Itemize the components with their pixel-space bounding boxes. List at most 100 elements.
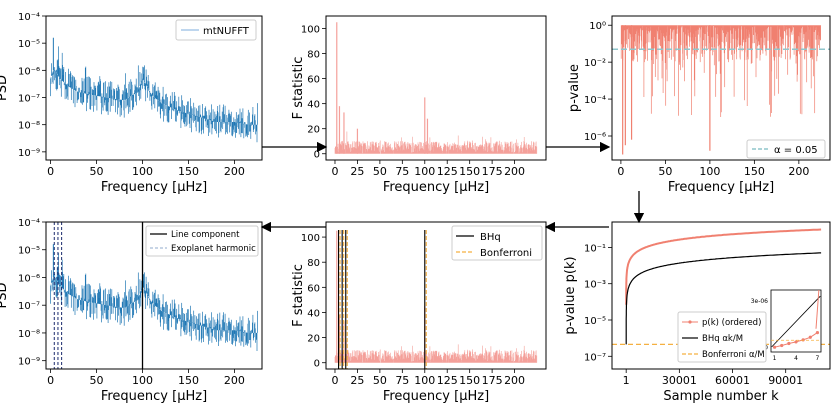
legend-box bbox=[451, 225, 543, 261]
x-tick-label: 125 bbox=[437, 165, 458, 178]
y-tick-label: 10⁻⁷ bbox=[18, 301, 40, 312]
legend-marker bbox=[688, 320, 692, 324]
plot-area-psd_top bbox=[50, 37, 258, 143]
x-tick-label: 60001 bbox=[715, 374, 750, 387]
panel-psd_bottom: 0 50 100 150 200 10⁻⁹ 10⁻⁸ 10⁻⁷ 10⁻⁶ 10⁻⁵ 10⁻⁴ Freq… bbox=[0, 218, 263, 404]
legend: Line component Exoplanet harmonic bbox=[145, 225, 259, 257]
x-tick-label: 200 bbox=[504, 374, 525, 387]
y-tick-label: 20 bbox=[307, 334, 320, 345]
x-axis-label: Sample number k bbox=[663, 389, 779, 404]
pvalue-series bbox=[620, 25, 822, 117]
y-tick-label: 20 bbox=[307, 125, 320, 136]
inset-x-tick-label: 4 bbox=[794, 355, 798, 362]
axes-frame bbox=[325, 15, 547, 161]
legend-box bbox=[145, 225, 259, 257]
x-tick-label: 0 bbox=[331, 165, 338, 178]
inset-pk-rise bbox=[815, 289, 820, 329]
y-tick-label: 10⁻⁶ bbox=[18, 273, 40, 284]
y-tick-label: 10⁻⁷ bbox=[18, 94, 40, 105]
x-tick-label: 150 bbox=[459, 165, 480, 178]
x-tick-label: 0 bbox=[47, 165, 54, 178]
plot-area-fstat_bottom bbox=[334, 230, 538, 369]
y-tick-label: 40 bbox=[307, 100, 320, 111]
y-tick-label: 10⁻² bbox=[584, 58, 606, 69]
legend-label: Exoplanet harmonic bbox=[171, 244, 256, 254]
panel-psd_top: 0 50 100 150 200 10⁻⁹ 10⁻⁸ 10⁻⁷ 10⁻⁶ 10⁻⁵ 10⁻⁴ Freq… bbox=[0, 12, 263, 195]
y-tick-label: 10⁻⁹ bbox=[18, 148, 40, 159]
y-tick-label: 100 bbox=[301, 233, 320, 244]
plot-area-pvalue_top bbox=[612, 25, 830, 155]
legend-label: BHq αk/M bbox=[702, 334, 743, 344]
x-tick-label: 75 bbox=[395, 374, 409, 387]
x-tick-label: 0 bbox=[617, 165, 624, 178]
y-tick-label: 0 bbox=[314, 150, 320, 161]
y-tick-label: 10⁻⁸ bbox=[18, 329, 40, 340]
x-tick-label: 200 bbox=[224, 165, 245, 178]
legend-label: α = 0.05 bbox=[774, 145, 818, 156]
y-tick-label: 10⁻⁷ bbox=[584, 352, 606, 363]
y-tick-label: 10⁻⁴ bbox=[18, 218, 40, 229]
inset-point bbox=[808, 335, 812, 339]
y-tick-label: 10⁻⁶ bbox=[584, 132, 606, 143]
bhq-series bbox=[625, 252, 822, 345]
x-tick-label: 0 bbox=[47, 374, 54, 387]
legend-label: mtNUFFT bbox=[203, 26, 250, 37]
legend-label: Bonferroni bbox=[480, 248, 532, 259]
panel-pvalue_sorted: 1 30001 60001 90001 10⁻¹ 10⁻³ 10⁻⁵ 10⁻⁷ Sample n… bbox=[563, 221, 831, 404]
y-tick-label: 100 bbox=[301, 25, 320, 36]
y-tick-label: 10⁻¹ bbox=[584, 243, 606, 254]
plot-area-psd_bottom bbox=[50, 222, 258, 369]
x-tick-label: 25 bbox=[350, 374, 364, 387]
x-tick-label: 30001 bbox=[662, 374, 697, 387]
x-tick-label: 1 bbox=[623, 374, 630, 387]
x-tick-label: 150 bbox=[178, 165, 199, 178]
y-tick-label: 40 bbox=[307, 308, 320, 319]
y-axis-label: PSD bbox=[0, 75, 10, 101]
legend-label: BHq bbox=[480, 232, 501, 243]
y-axis-label: p-value p(k) bbox=[563, 256, 578, 334]
y-axis-label: F statistic bbox=[291, 57, 306, 120]
y-tick-label: 10⁻⁵ bbox=[584, 316, 606, 327]
legend: BHq Bonferroni bbox=[451, 225, 543, 261]
x-tick-label: 50 bbox=[658, 165, 672, 178]
plot-area-fstat_top bbox=[334, 22, 538, 154]
y-tick-label: 10⁻⁴ bbox=[584, 95, 606, 106]
x-tick-label: 50 bbox=[373, 165, 387, 178]
x-tick-label: 125 bbox=[437, 374, 458, 387]
y-axis-label: p-value bbox=[567, 64, 582, 112]
panel-pvalue_top: 0 50 100 150 200 10⁰ 10⁻² 10⁻⁴ 10⁻⁶ Frequency [μH… bbox=[567, 15, 831, 195]
x-tick-label: 175 bbox=[482, 374, 503, 387]
x-tick-label: 200 bbox=[224, 374, 245, 387]
y-tick-label: 10⁻⁴ bbox=[18, 12, 40, 23]
y-tick-label: 10⁻⁵ bbox=[18, 39, 40, 50]
inset-point bbox=[780, 343, 784, 348]
flow-arrows bbox=[260, 141, 645, 233]
x-axis-label: Frequency [μHz] bbox=[101, 389, 207, 404]
x-axis-label: Frequency [μHz] bbox=[668, 180, 774, 195]
legend-label: Line component bbox=[171, 230, 240, 240]
x-tick-label: 100 bbox=[132, 374, 153, 387]
legend: mtNUFFT bbox=[175, 19, 257, 41]
x-tick-label: 25 bbox=[350, 165, 364, 178]
inset-point bbox=[772, 345, 777, 349]
x-tick-label: 100 bbox=[414, 374, 435, 387]
y-tick-label: 10⁻³ bbox=[584, 280, 606, 291]
x-tick-label: 150 bbox=[178, 374, 199, 387]
panel-fstat_bottom: 0 25 50 75 100 125 150 175 200020406080100Freque… bbox=[291, 221, 547, 404]
y-axis-label: PSD bbox=[0, 282, 10, 308]
inset-y-tick-label: 3e-06 bbox=[751, 298, 768, 305]
x-tick-label: 50 bbox=[373, 374, 387, 387]
legend-box bbox=[677, 311, 767, 363]
x-axis-label: Frequency [μHz] bbox=[383, 180, 489, 195]
legend: p(k) (ordered) BHq αk/M Bonferroni α/M bbox=[677, 311, 767, 363]
inset-point bbox=[815, 331, 820, 335]
inset-bhq-line bbox=[771, 295, 821, 348]
y-tick-label: 10⁰ bbox=[589, 21, 606, 32]
y-tick-label: 10⁻⁶ bbox=[18, 66, 40, 77]
y-axis-label: F statistic bbox=[291, 264, 306, 327]
y-tick-label: 0 bbox=[314, 359, 320, 370]
fstat-series bbox=[334, 131, 538, 154]
legend-box bbox=[175, 19, 257, 41]
x-axis-label: Frequency [μHz] bbox=[383, 389, 489, 404]
